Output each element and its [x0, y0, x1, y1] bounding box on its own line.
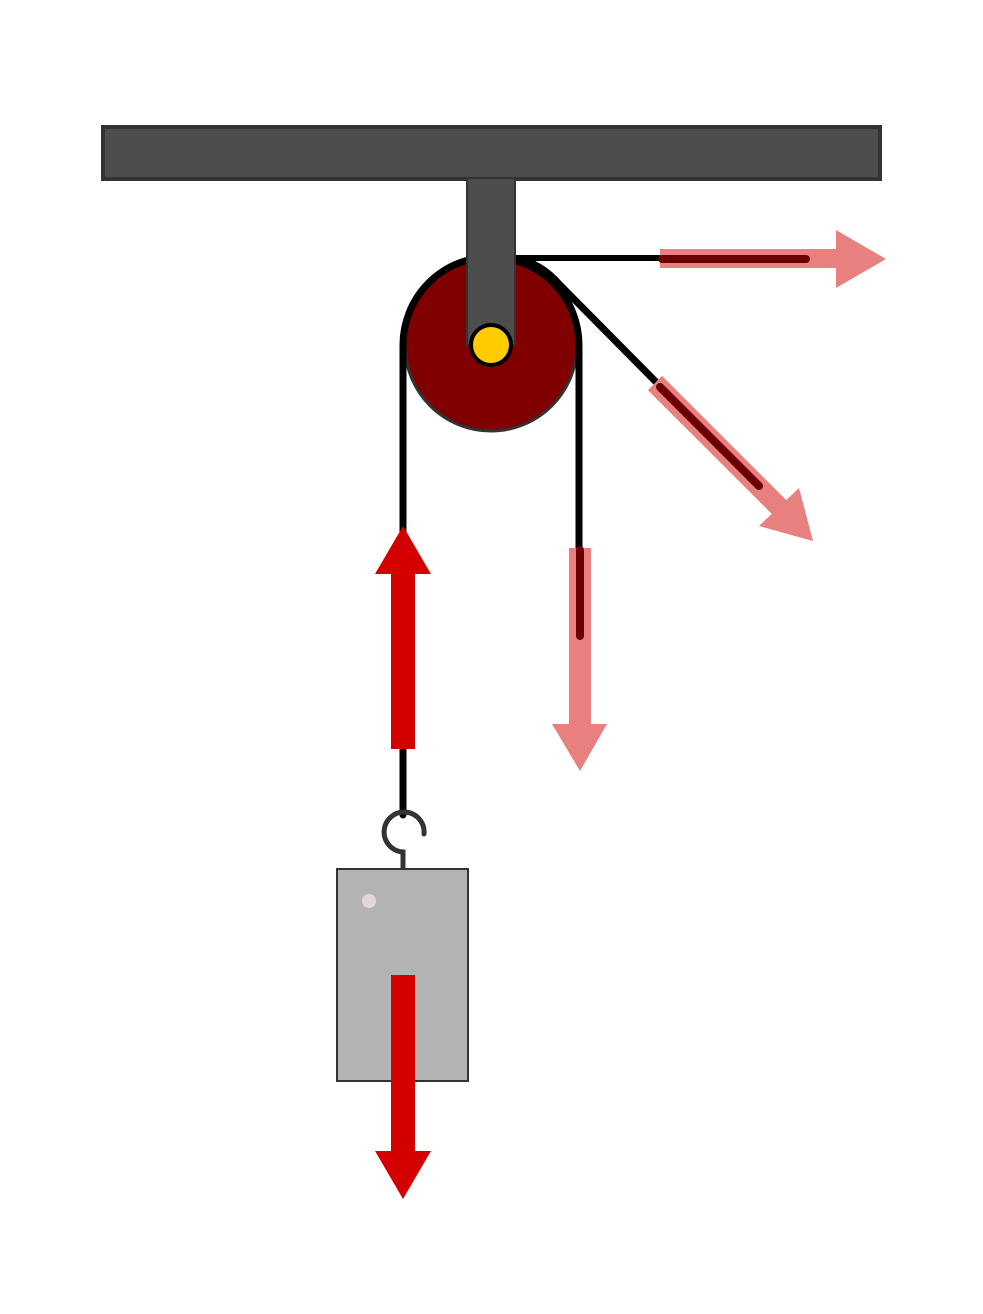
weight-highlight — [362, 894, 376, 908]
hook-icon — [381, 809, 427, 871]
force-arrow-weight-down — [375, 975, 431, 1199]
pulley-bracket — [466, 177, 516, 346]
force-arrow-down-faded — [552, 546, 607, 771]
axle-pin — [469, 323, 513, 367]
force-arrow-tension-up — [375, 526, 431, 749]
ceiling-beam — [101, 125, 882, 181]
force-arrow-horizontal — [658, 230, 886, 288]
force-arrow-diagonal — [647, 375, 813, 541]
